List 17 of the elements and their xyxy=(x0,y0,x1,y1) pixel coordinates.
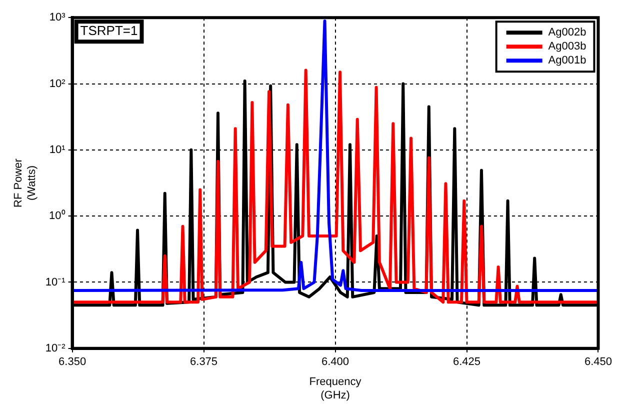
y-tick-label: 10¹ xyxy=(49,144,66,156)
legend-label: Ag003b xyxy=(548,40,586,53)
legend-label: Ag002b xyxy=(548,26,586,39)
y-tick-label: 10⁻¹ xyxy=(45,276,66,288)
y-tick-label: 10² xyxy=(49,78,66,90)
y-axis-title: RF Power (Watts) xyxy=(12,158,38,208)
annotation: TSRPT=1 xyxy=(80,23,138,38)
y-tick-label: 10³ xyxy=(49,12,66,24)
y-tick-label: 10⁻² xyxy=(45,342,66,354)
legend-label: Ag001b xyxy=(548,54,586,67)
y-tick-label: 10⁰ xyxy=(49,209,66,222)
x-axis-title: Frequency (GHz) xyxy=(309,376,362,402)
x-tick-label: 6.400 xyxy=(322,356,350,368)
x-tick-label: 6.350 xyxy=(58,356,86,368)
x-tick-label: 6.425 xyxy=(452,356,481,368)
x-tick-label: 6.375 xyxy=(190,356,218,368)
x-tick-label: 6.450 xyxy=(584,356,612,368)
